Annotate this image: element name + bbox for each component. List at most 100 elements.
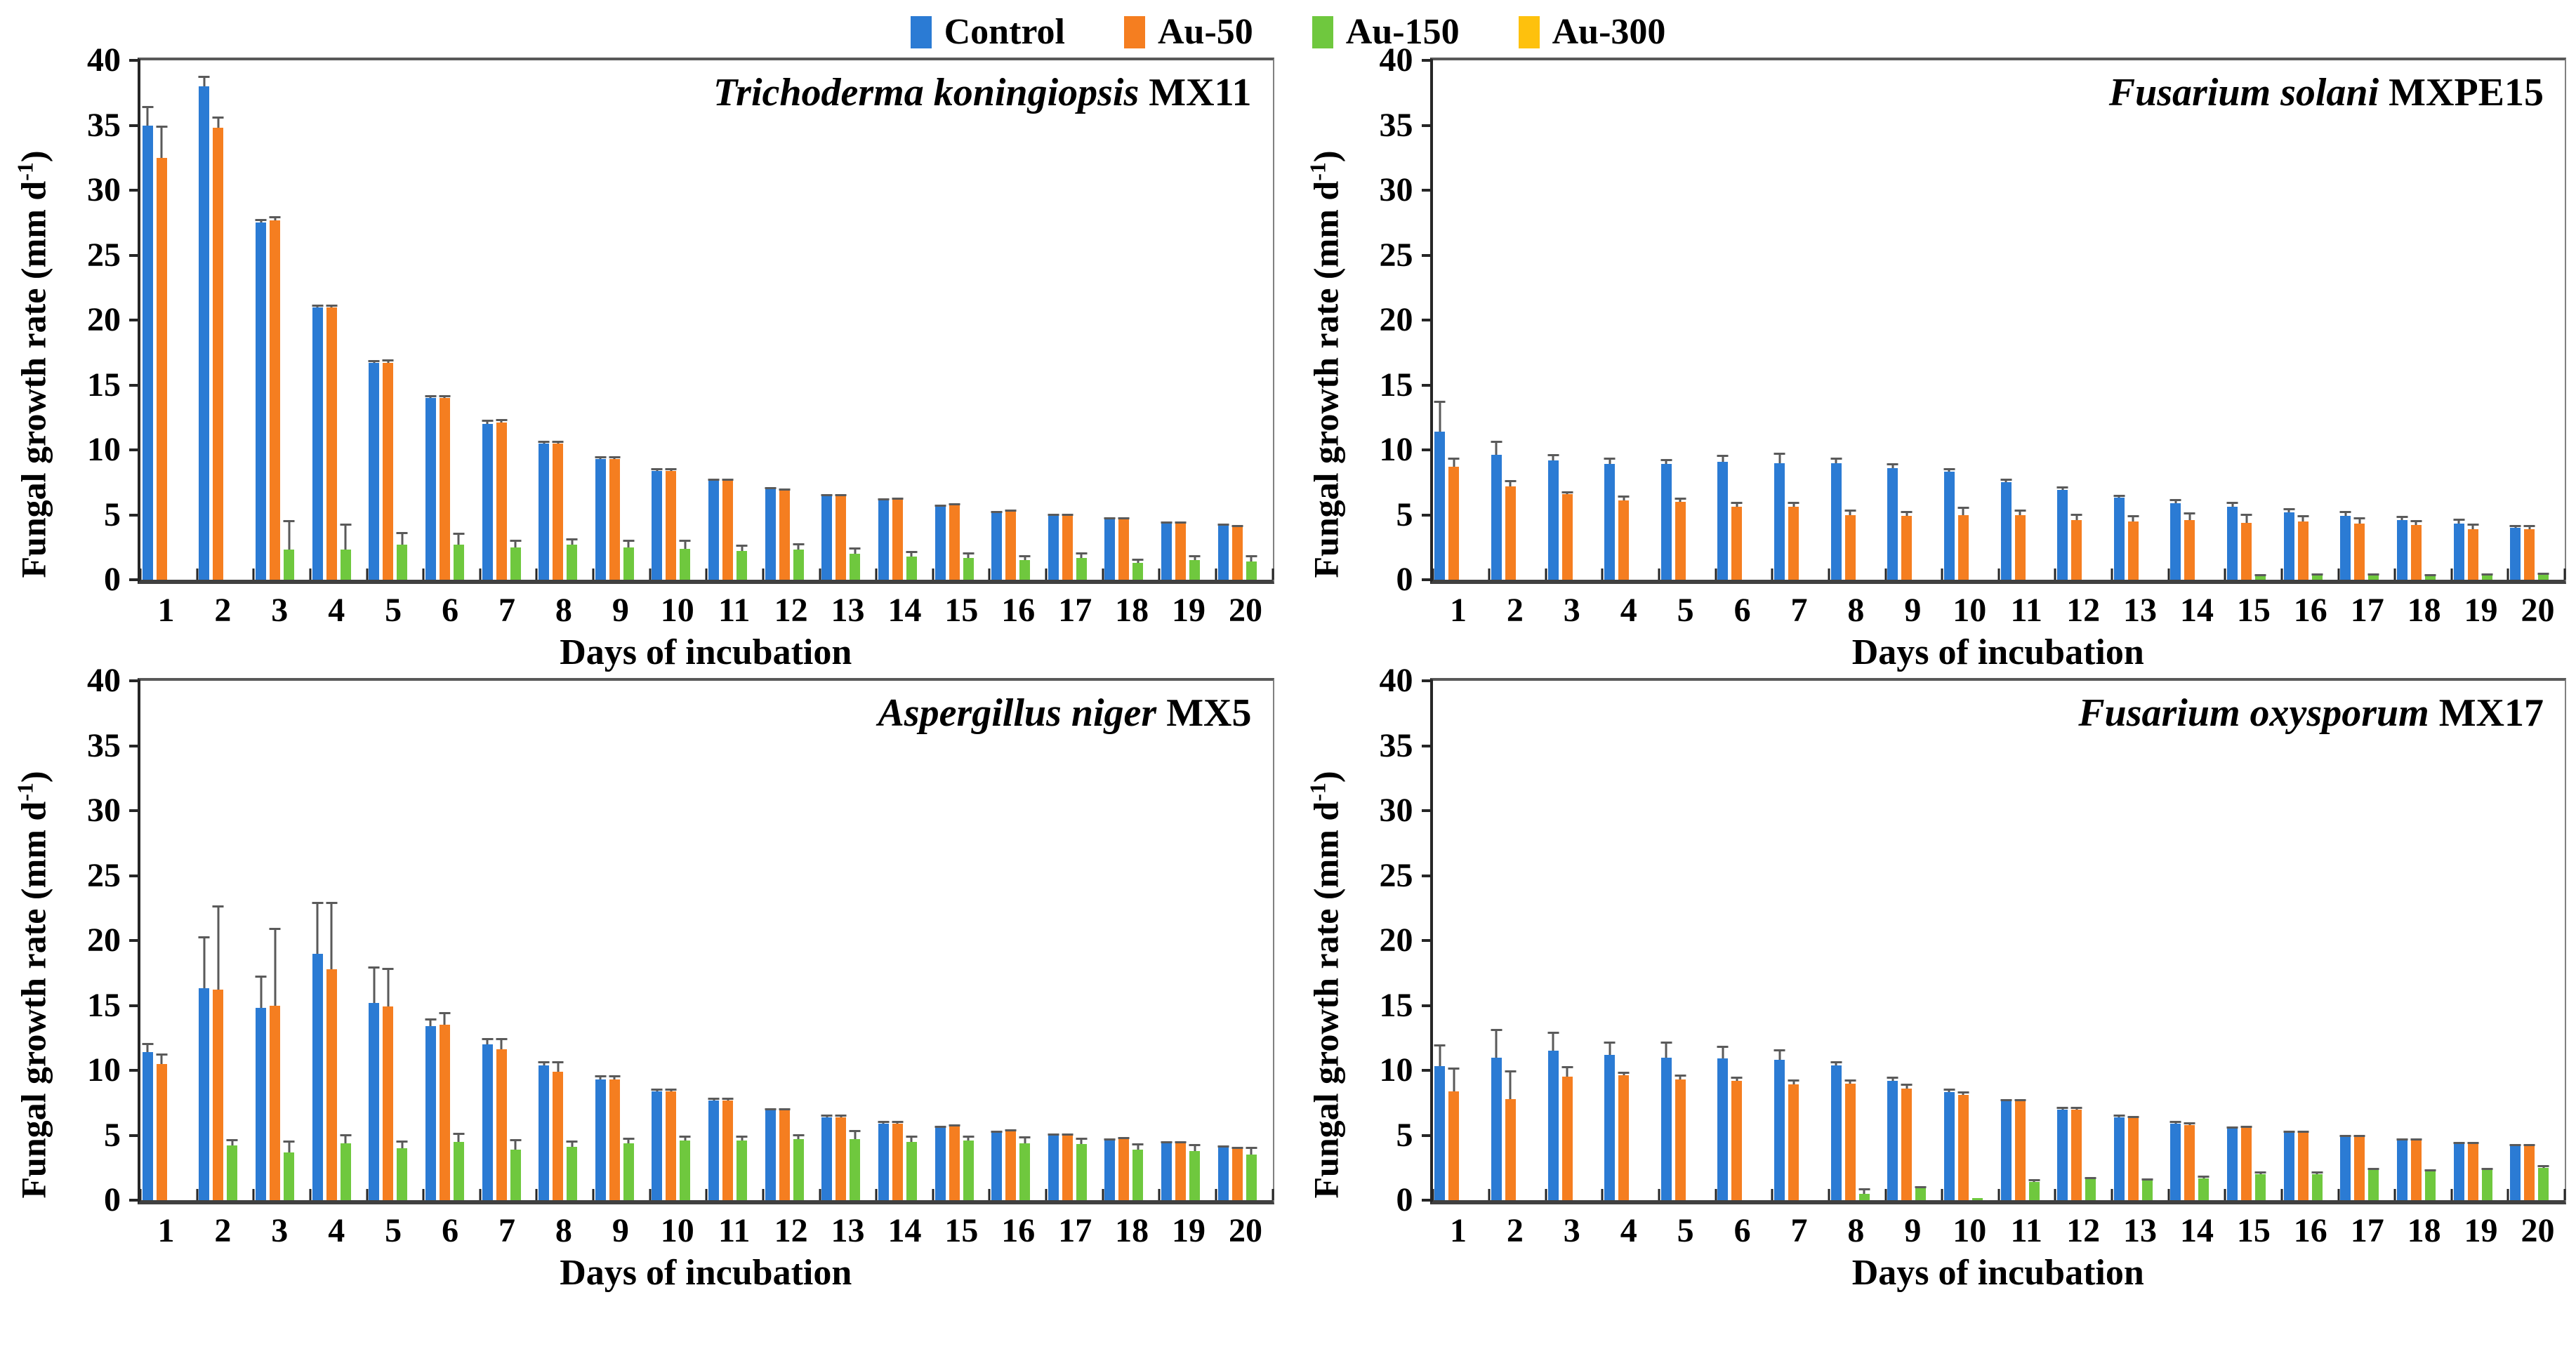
bar-au-50-day-8 — [552, 441, 564, 580]
x-tick-mark — [932, 569, 934, 580]
bar-control-day-14 — [2169, 499, 2181, 580]
bar-au-50-day-5 — [1675, 498, 1686, 580]
error-bar-cap — [2184, 1122, 2195, 1125]
error-bar — [2014, 1098, 2026, 1102]
x-tick-label-day-19: 19 — [1172, 592, 1206, 629]
x-tick-label-day-3: 3 — [271, 1212, 289, 1249]
error-bar-cap — [1675, 498, 1686, 500]
error-bar-cap — [736, 545, 748, 547]
error-bar-cap — [1957, 507, 1969, 510]
bar-control-day-8 — [1830, 458, 1842, 580]
error-bar — [1943, 1088, 1955, 1093]
error-bar-cap — [2537, 1165, 2549, 1168]
error-bar-cap — [2014, 1098, 2026, 1101]
x-tick-mark — [139, 569, 142, 580]
bar-au-150-day-8 — [566, 538, 578, 580]
chart-title-species: Aspergillus niger — [878, 691, 1157, 735]
bar-au-150-day-10 — [679, 1135, 691, 1200]
error-bar-cap — [1915, 1185, 1927, 1188]
error-bar — [1604, 458, 1616, 465]
error-bar-cap — [1434, 1044, 1446, 1047]
error-bar — [1717, 1045, 1729, 1059]
bar-group-day-13 — [820, 681, 877, 1200]
error-bar — [934, 1125, 946, 1128]
bar-au-50-day-16 — [1005, 1129, 1017, 1200]
x-tick-label-day-17: 17 — [2350, 592, 2384, 629]
error-bar-cap — [2028, 1179, 2040, 1182]
x-tick-mark — [1771, 1189, 1774, 1200]
error-bar-cap — [226, 1139, 238, 1142]
y-tick-mark — [1421, 124, 1433, 127]
error-bar — [1774, 1049, 1785, 1061]
error-bar — [1788, 1079, 1799, 1085]
error-bar — [382, 967, 394, 1007]
bar-au-50-day-6 — [1731, 502, 1743, 580]
bar-control-day-1 — [142, 1043, 154, 1200]
error-bar-cap — [482, 1037, 494, 1040]
error-bar — [595, 456, 607, 459]
bar-au-150-day-6 — [453, 1132, 465, 1200]
bar-au-50-day-7 — [496, 1037, 508, 1200]
error-bar — [821, 493, 833, 496]
x-tick-label-day-10: 10 — [1953, 592, 1987, 629]
x-tick-mark — [1941, 569, 1943, 580]
error-bar-cap — [2169, 499, 2181, 502]
plot-column: 0 5 10 15 20 25 30 35 40 Trichoderma koningiopsis… — [55, 44, 1274, 671]
x-tick-label-day-5: 5 — [385, 1212, 402, 1249]
error-bar — [609, 1075, 621, 1079]
error-bar-cap — [963, 1135, 975, 1138]
bars-layer — [1433, 60, 2565, 580]
y-tick-mark — [1421, 578, 1433, 581]
bar-group-day-11 — [706, 60, 763, 580]
bar-group-day-2 — [1489, 681, 1546, 1200]
x-tick-mark — [819, 569, 821, 580]
error-bar-cap — [283, 1140, 295, 1143]
error-bar-cap — [2481, 1167, 2493, 1170]
x-tick-mark — [1215, 569, 1217, 580]
bar-au-150-day-13 — [849, 1130, 861, 1200]
x-tick-label-day-6: 6 — [442, 1212, 459, 1249]
x-tick-label-day-10: 10 — [1953, 1212, 1987, 1249]
bar-control-day-9 — [1887, 1077, 1898, 1200]
bar-au-50-day-19 — [2467, 524, 2479, 580]
bar-group-day-16 — [989, 60, 1046, 580]
y-axis-title-wrap: Fungal growth rate (mm d-1) — [10, 678, 55, 1291]
error-bar — [2410, 519, 2422, 526]
x-tick-label-day-15: 15 — [944, 1212, 979, 1249]
error-bar — [2467, 524, 2479, 529]
error-bar — [340, 1133, 352, 1143]
bar-group-day-9 — [1886, 681, 1943, 1200]
x-tick-labels: 1 2 3 4 5 6 7 8 9 10 11 12 13 14 15 16 17 18 19 20 — [138, 594, 1274, 627]
error-bar-cap — [326, 901, 338, 904]
x-tick-label-day-12: 12 — [774, 1212, 808, 1249]
x-tick-label-day-9: 9 — [1904, 1212, 1922, 1249]
bar-group-day-2 — [197, 60, 254, 580]
x-tick-label-day-3: 3 — [271, 592, 289, 629]
y-axis-title-part: ) — [13, 150, 53, 163]
error-bar — [2056, 1106, 2068, 1110]
x-tick-labels: 1 2 3 4 5 6 7 8 9 10 11 12 13 14 15 16 17 18 19 20 — [1430, 1214, 2567, 1248]
error-bar — [439, 395, 451, 398]
bar-au-50-day-14 — [2184, 1122, 2195, 1200]
error-bar — [2240, 1125, 2252, 1128]
error-bar-cap — [2353, 517, 2365, 520]
bar-group-day-13 — [2112, 60, 2169, 580]
bar-control-day-14 — [878, 1121, 890, 1200]
bar-group-day-17 — [2339, 681, 2396, 1200]
bar-au-150-day-17 — [2367, 1167, 2379, 1200]
error-bar — [2240, 513, 2252, 523]
error-bar-cap — [1660, 1042, 1672, 1044]
bar-au-50-day-3 — [269, 216, 281, 580]
error-bar-cap — [2523, 525, 2535, 528]
y-tick-mark — [1421, 744, 1433, 747]
bar-control-day-11 — [2000, 478, 2012, 580]
bar-control-day-14 — [878, 498, 890, 580]
error-bar-cap — [623, 539, 635, 542]
error-bar-cap — [2367, 573, 2379, 576]
error-bar — [2410, 1138, 2422, 1141]
bar-au-50-day-9 — [609, 456, 621, 580]
bar-au-50-day-4 — [326, 901, 338, 1200]
error-bar-cap — [1048, 1133, 1059, 1136]
error-bar — [1561, 1066, 1573, 1077]
error-bar-cap — [2184, 512, 2195, 514]
